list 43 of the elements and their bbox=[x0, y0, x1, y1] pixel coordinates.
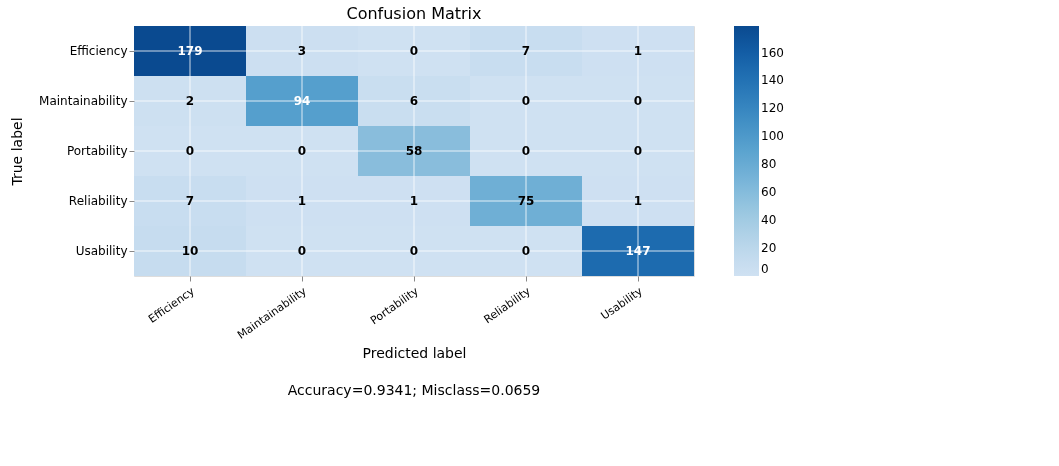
color-bar-label: 160 bbox=[761, 45, 784, 60]
data-label: 1 bbox=[633, 194, 643, 208]
color-bar-label: 40 bbox=[761, 213, 777, 228]
data-label: 7 bbox=[521, 44, 531, 58]
data-label: 1 bbox=[409, 194, 419, 208]
data-label: 0 bbox=[633, 144, 643, 158]
y-tick-label: Portability bbox=[66, 144, 128, 158]
color-bar-label: 0 bbox=[761, 262, 769, 276]
x-axis-title: Predicted label bbox=[362, 345, 467, 361]
color-bar-label: 140 bbox=[761, 73, 784, 88]
data-label: 0 bbox=[521, 144, 531, 158]
data-label: 0 bbox=[409, 44, 419, 58]
data-label: 1 bbox=[297, 194, 307, 208]
data-label: 1 bbox=[633, 44, 643, 58]
data-label: 2 bbox=[185, 94, 195, 108]
data-label: 6 bbox=[409, 94, 419, 108]
color-bar-label: 100 bbox=[761, 129, 784, 144]
data-label: 0 bbox=[633, 94, 643, 108]
data-label: 58 bbox=[405, 144, 423, 158]
y-tick-label: Efficiency bbox=[69, 44, 128, 58]
data-label: 10 bbox=[181, 244, 199, 258]
data-label: 0 bbox=[521, 244, 531, 258]
y-tick-label: Reliability bbox=[68, 194, 128, 208]
data-label: 94 bbox=[293, 94, 311, 108]
text: Accuracy=0.9341; Misclass=0.0659 bbox=[287, 382, 541, 398]
color-bar-label: 120 bbox=[761, 101, 784, 116]
data-label: 0 bbox=[409, 244, 419, 258]
y-tick-label: Maintainability bbox=[39, 94, 128, 108]
data-label: 0 bbox=[185, 144, 195, 158]
color-bar-label: 80 bbox=[761, 157, 777, 172]
data-label: 7 bbox=[185, 194, 195, 208]
data-label: 0 bbox=[297, 244, 307, 258]
color-bar-label: 20 bbox=[761, 241, 777, 256]
data-label: 75 bbox=[517, 194, 535, 208]
data-label: 147 bbox=[625, 244, 651, 258]
data-label: 3 bbox=[297, 44, 307, 58]
chart-title: Confusion Matrix bbox=[346, 3, 482, 23]
data-label: 0 bbox=[521, 94, 531, 108]
y-axis-title: True label bbox=[9, 117, 26, 187]
y-tick-label: Usability bbox=[75, 244, 128, 258]
data-label: 179 bbox=[177, 44, 203, 58]
data-label: 0 bbox=[297, 144, 307, 158]
color-bar-label: 60 bbox=[761, 185, 777, 200]
